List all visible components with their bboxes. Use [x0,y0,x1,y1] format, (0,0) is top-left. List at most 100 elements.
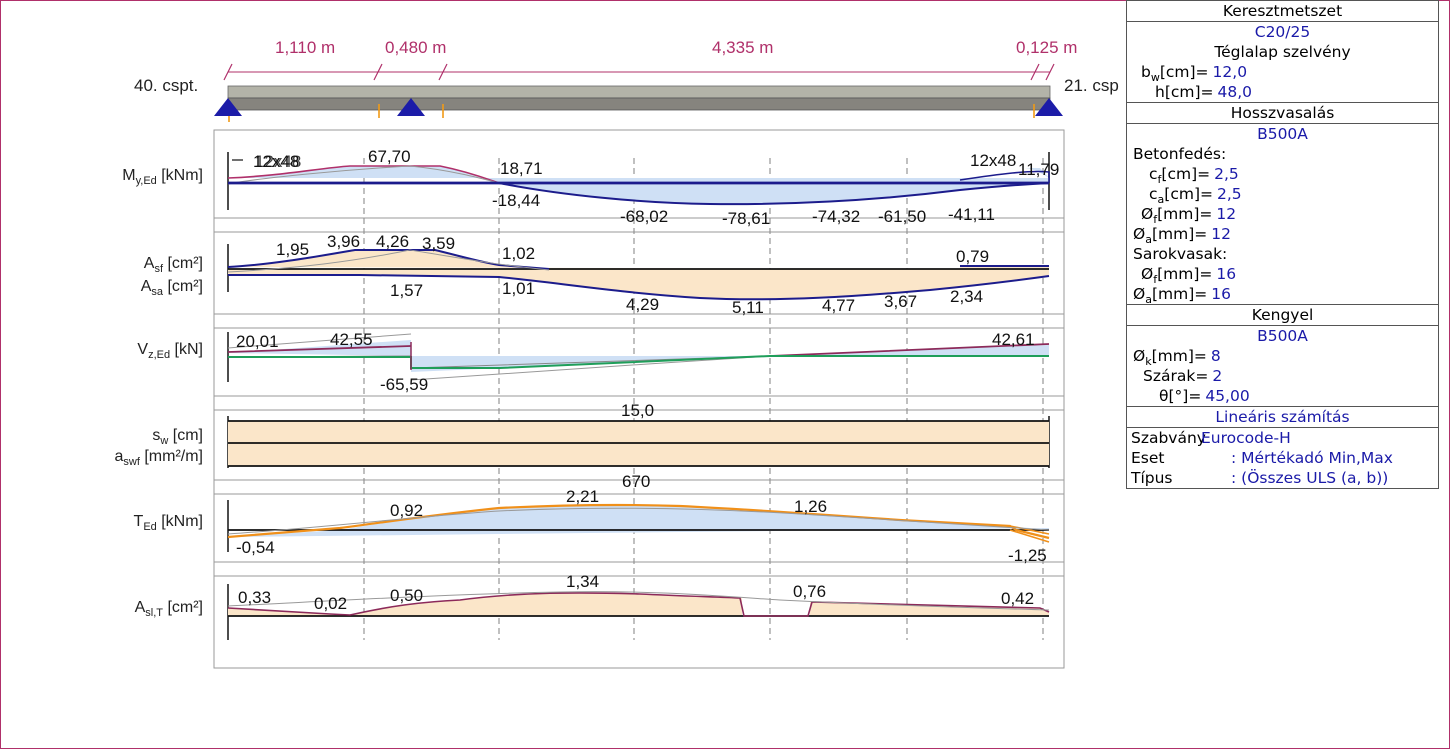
svg-text:-68,02: -68,02 [620,207,668,226]
svg-text:2,21: 2,21 [566,487,599,506]
torsion-diagram [227,503,1050,543]
svg-text:-41,11: -41,11 [948,205,995,224]
svg-text:0,76: 0,76 [793,582,826,601]
svg-text:-74,32: -74,32 [812,207,860,226]
row-label-sw: sw [cm] [152,427,203,447]
cdf-row: Øf[mm]= 16 [1141,265,1237,287]
svg-text:-0,54: -0,54 [236,538,275,557]
svg-text:15,0: 15,0 [621,401,654,420]
bw-row: bw[cm]= 12,0 [1141,63,1248,85]
row-label-aslt: Asl,T [cm²] [135,599,203,619]
corner-title: Sarokvasak: [1133,245,1228,263]
torsion-values: 0,92 2,21 1,26 -0,54 -1,25 [236,487,1047,565]
span-dim-2: 0,480 m [385,38,446,57]
support-left-icon [214,98,242,116]
cda-row: Øa[mm]= 16 [1133,285,1231,307]
shear-diagram [227,333,1050,381]
ca-row: ca[cm]= 2,5 [1149,185,1242,207]
da-row: Øa[mm]= 12 [1133,225,1231,247]
svg-text:2,34: 2,34 [950,287,983,306]
svg-text:1,26: 1,26 [794,497,827,516]
longitudinal-header: Hosszvasalás [1127,102,1438,123]
theta-row: θ[°]= 45,00 [1159,387,1250,405]
svg-text:3,96: 3,96 [327,232,360,251]
svg-text:11,79: 11,79 [1018,160,1059,179]
longitudinal-torsion-values: 0,33 0,02 0,50 1,34 0,76 0,42 [238,572,1034,613]
cover-title: Betonfedés: [1133,145,1227,163]
svg-text:3,59: 3,59 [422,234,455,253]
reinforcement-values: 1,95 3,96 4,26 3,59 1,02 0,79 1,57 1,01 … [276,232,989,317]
concrete-class: C20/25 [1127,21,1438,42]
svg-text:3,67: 3,67 [884,292,917,311]
svg-text:67,70: 67,70 [368,147,411,166]
svg-text:0,92: 0,92 [390,501,423,520]
svg-text:12x48: 12x48 [970,151,1016,170]
moment-values: 12x48 12x48 67,70 18,71 -18,44 -68,02 -7… [253,147,1059,228]
row-label-asf: Asf [cm²] [144,255,203,275]
standard-row: SzabványEurocode-H [1131,429,1291,447]
svg-text:1,57: 1,57 [390,281,423,300]
span-dim-4: 0,125 m [1016,38,1077,57]
cf-row: cf[cm]= 2,5 [1149,165,1239,187]
row-label-vz: Vz,Ed [kN] [137,341,203,361]
svg-text:42,61: 42,61 [992,330,1035,349]
support-mid-icon [397,98,425,116]
svg-text:-61,50: -61,50 [878,207,926,226]
svg-text:1,02: 1,02 [502,244,535,263]
stirrup-steel: B500A [1127,325,1438,346]
analysis-header: Lineáris számítás [1127,406,1438,427]
svg-text:18,71: 18,71 [500,159,543,178]
svg-text:4,26: 4,26 [376,232,409,251]
row-labels: My,Ed [kNm] Asf [cm²] Asa [cm²] Vz,Ed [k… [115,167,204,619]
stirrup-header: Kengyel [1127,304,1438,325]
section-shape: Téglalap szelvény [1214,43,1351,61]
node-left-label: 40. cspt. [134,76,198,95]
svg-text:12x48: 12x48 [255,152,301,171]
svg-text:-18,44: -18,44 [492,191,540,210]
case-row: Eset: Mértékadó Min,Max [1131,449,1393,467]
stirrup-values: 15,0 670 [621,401,654,491]
h-row: h[cm]= 48,0 [1155,83,1253,101]
svg-text:20,01: 20,01 [236,332,279,351]
svg-text:0,79: 0,79 [956,247,989,266]
svg-text:42,55: 42,55 [330,330,373,349]
stirrup-diagram [228,420,1049,467]
type-row: Típus: (Összes ULS (a, b)) [1131,469,1389,487]
section-info-panel: Keresztmetszet C20/25 Téglalap szelvény … [1126,0,1439,489]
node-right-label: 21. csp [1064,76,1119,95]
svg-text:0,42: 0,42 [1001,589,1034,608]
svg-text:4,77: 4,77 [822,296,855,315]
svg-text:670: 670 [622,472,650,491]
longitudinal-steel: B500A [1127,123,1438,144]
cross-section-header: Keresztmetszet [1222,2,1343,20]
support-right-icon [1035,98,1063,116]
h-value: 48,0 [1217,83,1253,101]
shear-values: 20,01 42,55 -65,59 42,61 [236,330,1035,394]
dk-row: Øk[mm]= 8 [1133,347,1221,369]
row-label-aswf: aswf [mm²/m] [115,448,204,468]
beam-result-diagram: 1,110 m 0,480 m 4,335 m 0,125 m 40. cspt… [115,38,1119,669]
span-dimensions: 1,110 m 0,480 m 4,335 m 0,125 m [223,38,1077,81]
span-dim-3: 4,335 m [712,38,773,57]
row-label-ted: TEd [kNm] [134,513,203,533]
row-label-my: My,Ed [kNm] [122,167,203,187]
svg-text:1,95: 1,95 [276,240,309,259]
svg-text:4,29: 4,29 [626,295,659,314]
longitudinal-torsion-diagram [227,591,1050,617]
df-row: Øf[mm]= 12 [1141,205,1237,227]
svg-text:0,02: 0,02 [314,594,347,613]
bw-value: 12,0 [1212,63,1248,81]
span-dim-1: 1,110 m [275,38,335,57]
svg-text:-78,61: -78,61 [722,209,770,228]
svg-text:0,50: 0,50 [390,586,423,605]
legs-row: Szárak= 2 [1143,367,1223,385]
reinforcement-diagram [227,249,1050,301]
svg-text:-1,25: -1,25 [1008,546,1047,565]
beam-element [214,85,1063,122]
svg-text:-65,59: -65,59 [380,375,428,394]
svg-text:12x48: 12x48 [253,152,299,171]
moment-diagram [227,159,1050,206]
svg-text:1,01: 1,01 [502,279,535,298]
svg-text:5,11: 5,11 [732,298,764,317]
row-label-asa: Asa [cm²] [141,278,203,298]
